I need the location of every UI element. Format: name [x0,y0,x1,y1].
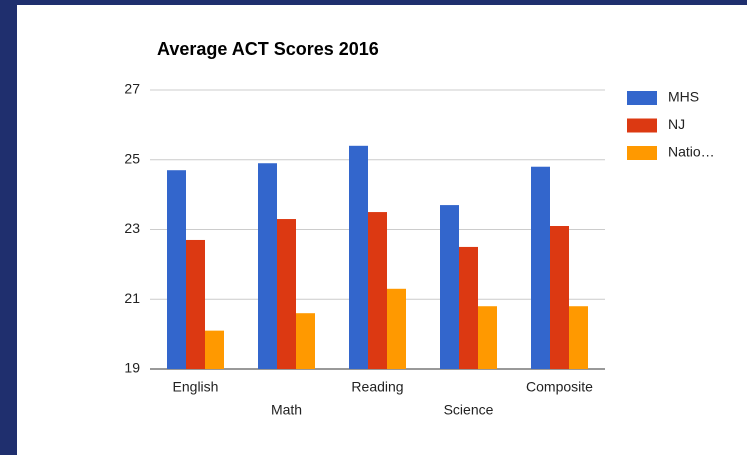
chart-title: Average ACT Scores 2016 [157,39,379,59]
x-tick-label: Reading [351,379,403,395]
y-tick-label: 23 [124,220,140,236]
legend-label: Natio… [668,144,715,160]
bar [569,306,588,369]
legend-swatch [627,146,657,160]
bar [478,306,497,369]
bar [459,246,478,369]
y-tick-label: 25 [124,150,140,166]
y-tick-label: 19 [124,360,140,376]
bar [258,163,277,369]
y-tick-label: 27 [124,81,140,97]
legend-label: NJ [668,116,685,132]
x-tick-label: Composite [526,379,593,395]
bar [368,212,387,369]
bar [205,330,224,369]
bar [186,239,205,369]
x-tick-label: English [173,379,219,395]
bar [440,205,459,369]
bar [550,226,569,369]
legend-swatch [627,91,657,105]
bar [387,288,406,369]
bar [531,166,550,369]
bar [167,170,186,369]
bar [349,145,368,369]
bar [277,219,296,369]
x-tick-label: Science [444,402,494,418]
bar [296,313,315,369]
legend-swatch [627,118,657,133]
y-tick-label: 21 [124,290,140,306]
legend-label: MHS [668,89,699,105]
x-tick-label: Math [271,402,302,418]
